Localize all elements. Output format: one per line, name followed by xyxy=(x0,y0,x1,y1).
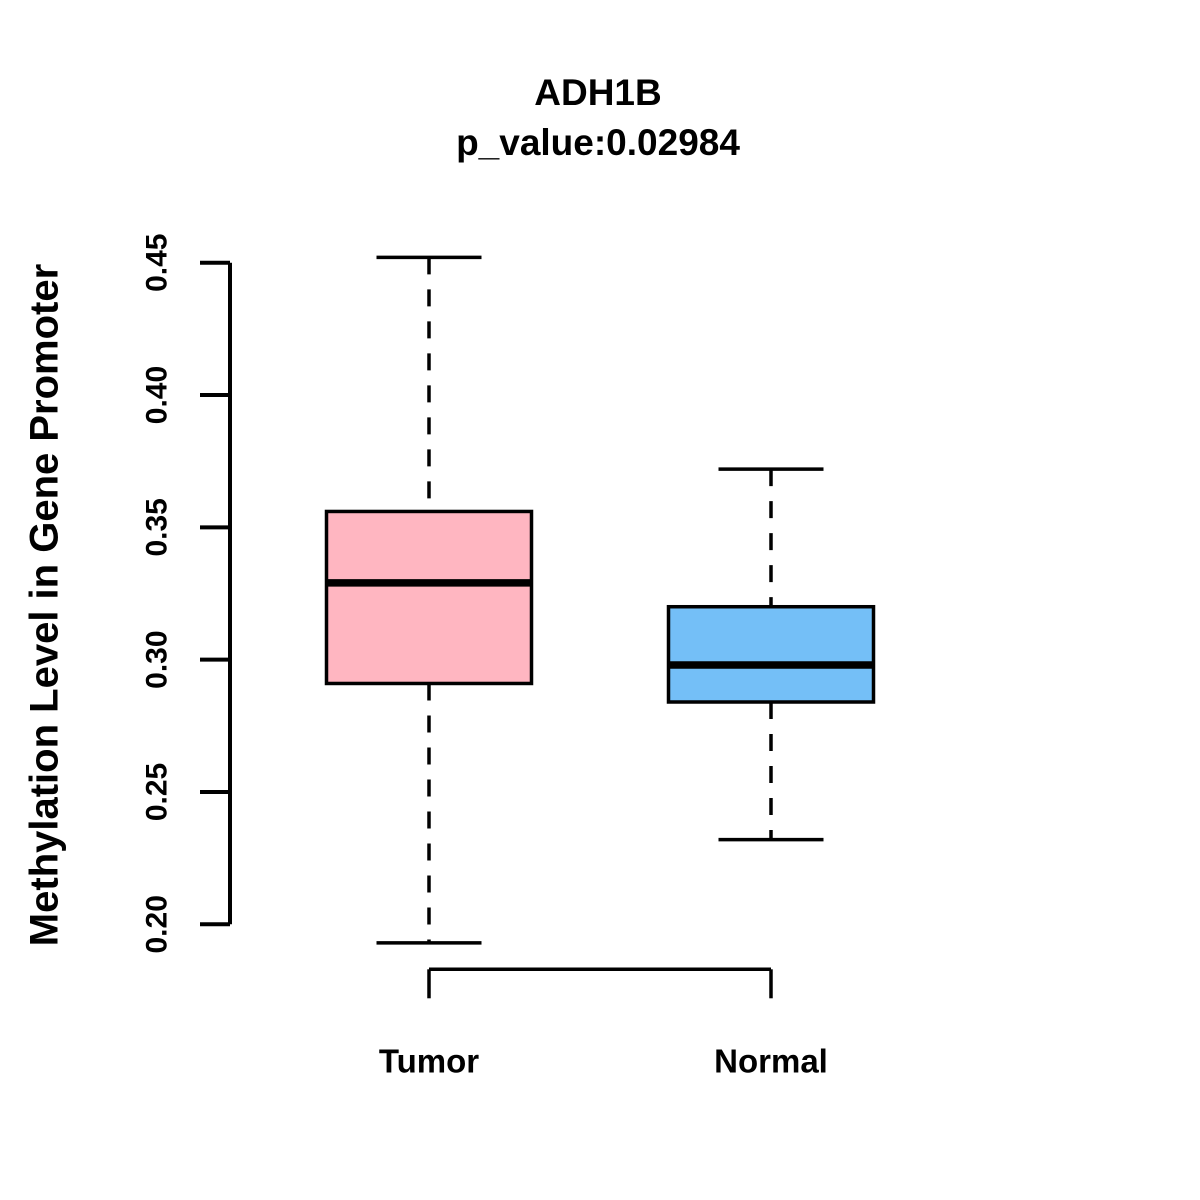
y-axis-tick-label: 0.40 xyxy=(141,366,174,424)
y-axis-tick-label: 0.45 xyxy=(141,234,174,292)
category-label: Normal xyxy=(714,1043,828,1080)
y-axis-tick-label: 0.25 xyxy=(141,763,174,821)
box-normal xyxy=(666,604,876,704)
chart-title: ADH1B xyxy=(534,72,662,113)
title-block: ADH1B p_value:0.02984 xyxy=(0,68,1196,168)
y-axis-tick-label: 0.35 xyxy=(141,498,174,556)
category-label: Tumor xyxy=(379,1043,479,1080)
box-tumor xyxy=(324,509,534,686)
chart-subtitle-pvalue: p_value:0.02984 xyxy=(456,122,740,163)
y-axis-tick-label: 0.30 xyxy=(141,630,174,688)
y-axis-tick-label: 0.20 xyxy=(141,895,174,953)
